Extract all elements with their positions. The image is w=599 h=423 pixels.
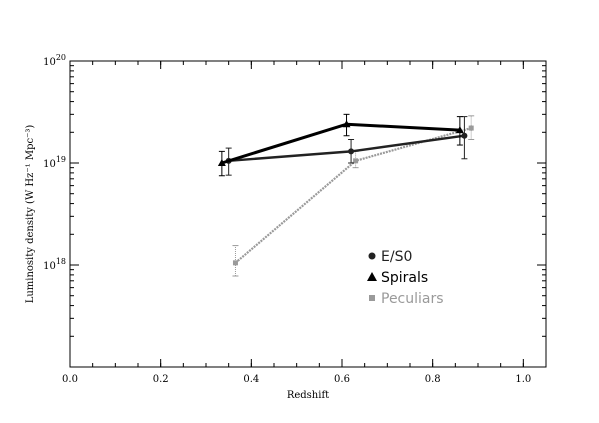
axis-ticks <box>69 60 547 367</box>
plot-frame <box>69 60 547 368</box>
y-axis-title: Luminosity density (W Hz⁻¹ Mpc⁻³) <box>25 125 36 304</box>
legend-item: Spirals <box>367 270 428 286</box>
x-axis-title: Redshift <box>287 390 329 401</box>
data-point <box>217 159 226 166</box>
legend: E/S0 Spirals Peculiars <box>367 249 444 307</box>
x-tick-label: 0.8 <box>425 374 441 385</box>
data-point <box>468 125 474 131</box>
series-line <box>221 122 460 165</box>
legend-label: E/S0 <box>381 249 412 265</box>
series-spirals <box>217 113 464 177</box>
legend-item: Peculiars <box>369 291 444 307</box>
error-bar <box>232 245 239 277</box>
legend-item: E/S0 <box>368 249 412 265</box>
series-layer <box>217 113 475 277</box>
data-point <box>353 158 359 164</box>
data-point <box>348 148 355 155</box>
data-point <box>342 120 351 128</box>
data-point <box>455 126 464 134</box>
legend-marker <box>368 252 376 260</box>
legend-marker <box>369 295 375 301</box>
legend-marker <box>367 272 377 281</box>
series-line <box>228 134 465 163</box>
data-point <box>232 260 238 266</box>
x-tick-label: 0.2 <box>153 374 169 385</box>
legend-label: Peculiars <box>381 291 444 307</box>
x-tick-label: 0.4 <box>243 374 259 385</box>
y-tick-label: 1020 <box>43 53 66 68</box>
x-tick-label: 1.0 <box>515 374 531 385</box>
error-bar <box>468 115 475 140</box>
x-tick-label: 0.6 <box>334 374 350 385</box>
y-tick-label: 1019 <box>43 155 66 170</box>
legend-label: Spirals <box>381 270 428 286</box>
data-point <box>461 132 468 139</box>
y-tick-label: 1018 <box>43 257 66 272</box>
x-tick-label: 0.0 <box>62 374 78 385</box>
